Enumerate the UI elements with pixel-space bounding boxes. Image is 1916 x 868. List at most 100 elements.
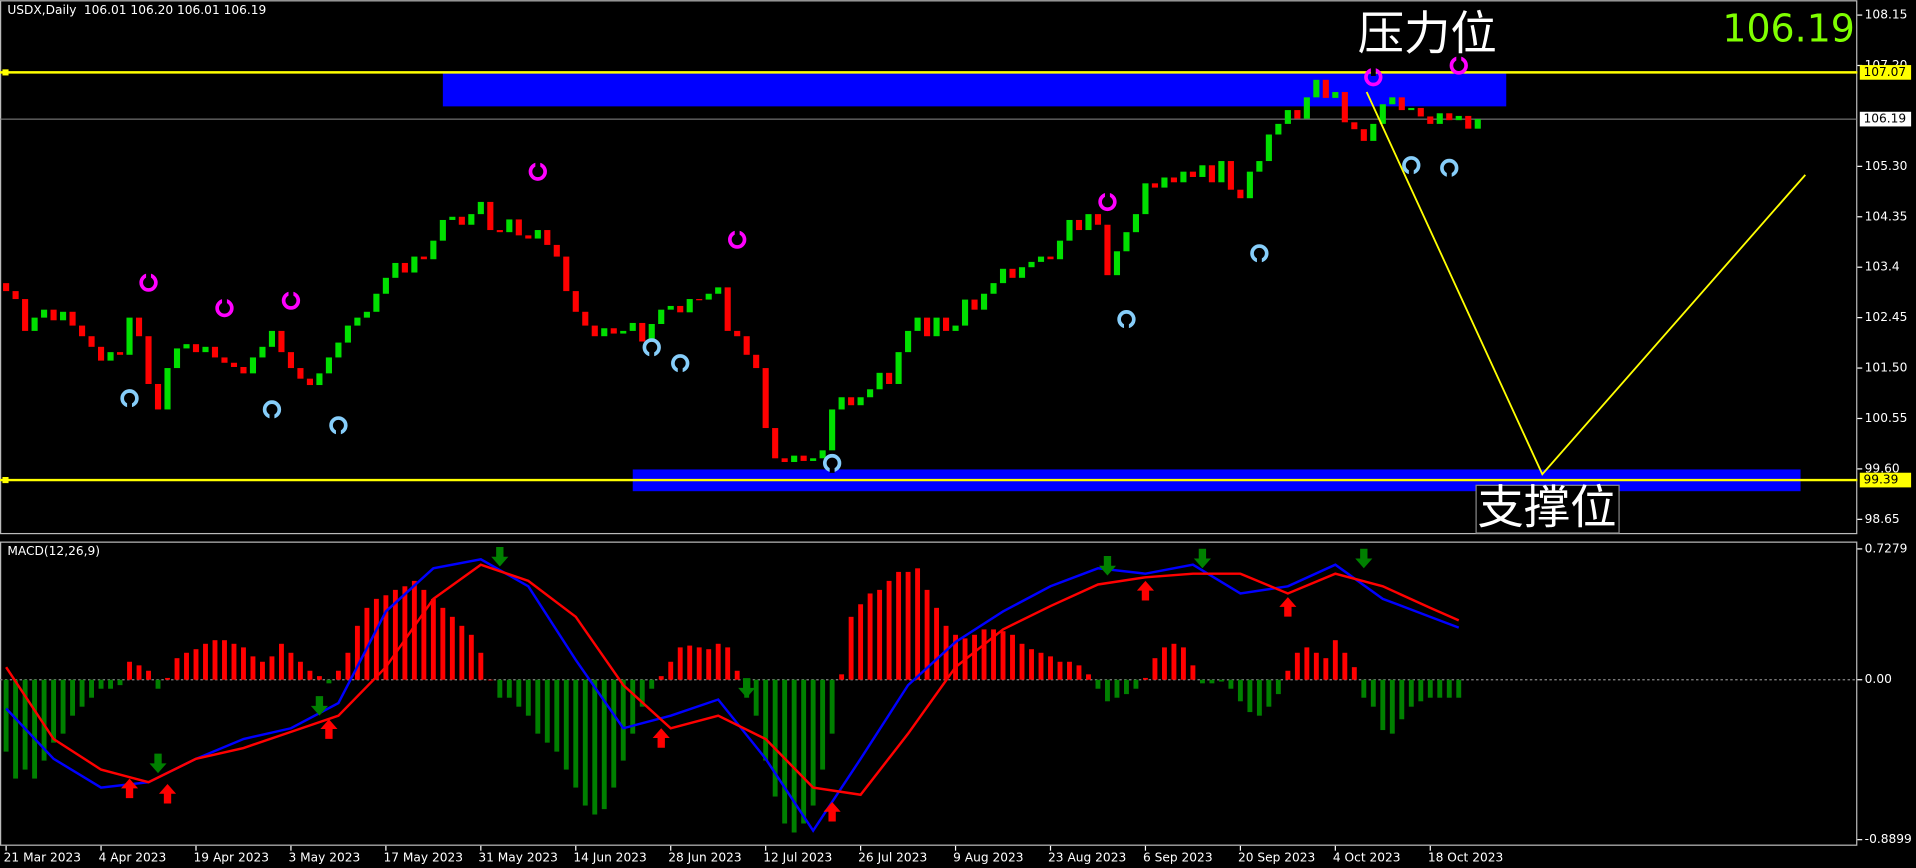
- candle: [895, 352, 902, 384]
- histogram-bar: [241, 647, 246, 680]
- candle: [202, 346, 209, 353]
- histogram-bar: [411, 580, 417, 680]
- histogram-bar: [32, 679, 38, 779]
- histogram-bar: [1067, 661, 1072, 680]
- signal-gap: [1370, 67, 1376, 76]
- candle: [876, 372, 883, 390]
- signal-gap: [649, 348, 655, 358]
- candle: [1474, 119, 1481, 129]
- histogram-bar: [421, 589, 427, 680]
- histogram-bar: [601, 679, 607, 810]
- histogram-bar: [51, 679, 57, 743]
- candle: [829, 409, 836, 451]
- histogram-bar: [706, 649, 712, 680]
- candle: [1037, 256, 1045, 262]
- histogram-bar: [1143, 677, 1148, 680]
- signal-arrow: [1193, 548, 1211, 569]
- candle: [192, 344, 200, 353]
- x-tick-label: 6 Sep 2023: [1143, 851, 1213, 865]
- candle: [306, 378, 313, 386]
- signal-arrow: [491, 546, 509, 567]
- histogram-bar: [1029, 649, 1034, 680]
- level-dot: [2, 69, 9, 76]
- histogram-bar: [231, 643, 237, 680]
- candle: [1427, 116, 1434, 124]
- candle: [449, 216, 456, 220]
- histogram-bar: [1418, 679, 1424, 702]
- candle: [173, 348, 181, 369]
- histogram-bar: [297, 661, 303, 680]
- y-tick-label: 104.35: [1865, 209, 1908, 223]
- signal-marker: [1250, 244, 1269, 264]
- histogram-bar: [335, 670, 341, 680]
- candle: [1455, 115, 1462, 121]
- candle: [658, 309, 665, 325]
- signal-marker: [139, 272, 158, 292]
- histogram-bar: [1332, 640, 1338, 680]
- histogram-bar: [839, 674, 845, 680]
- signal-gap: [1446, 169, 1452, 178]
- candle: [1256, 161, 1263, 172]
- candle: [230, 362, 238, 367]
- histogram-bar: [13, 679, 19, 779]
- histogram-bar: [696, 647, 702, 680]
- macd-line: [5, 558, 1460, 833]
- candle: [620, 330, 627, 334]
- signal-arrow: [158, 783, 177, 804]
- candle: [1379, 104, 1386, 124]
- candle: [914, 317, 921, 331]
- histogram-bar: [497, 679, 503, 698]
- candle: [420, 256, 427, 260]
- histogram-bar: [516, 679, 522, 707]
- candle: [297, 368, 304, 379]
- candle: [1123, 232, 1130, 252]
- histogram-bar: [79, 679, 85, 707]
- y-tick-label: 98.65: [1865, 512, 1900, 526]
- histogram-bar: [98, 679, 104, 689]
- candle: [734, 330, 741, 337]
- signal-gap: [677, 364, 683, 374]
- support-label-box: [1475, 484, 1620, 534]
- signal-marker: [215, 298, 234, 318]
- candle: [1332, 92, 1339, 98]
- signal-gap: [829, 464, 835, 473]
- candle: [31, 317, 38, 331]
- signal-marker: [1402, 156, 1421, 176]
- candle: [715, 287, 722, 294]
- x-tick-label: 9 Aug 2023: [953, 851, 1023, 865]
- candle: [1018, 267, 1026, 278]
- candle: [1047, 256, 1054, 260]
- candle: [1265, 134, 1272, 162]
- candle: [1151, 183, 1158, 188]
- histogram-bar: [1294, 652, 1300, 680]
- candle: [392, 262, 399, 278]
- candle: [724, 287, 731, 331]
- candle: [743, 336, 750, 355]
- candle: [382, 277, 389, 294]
- candle: [496, 230, 503, 233]
- histogram-bar: [896, 571, 902, 680]
- candle: [591, 325, 598, 337]
- histogram-bar: [573, 679, 579, 788]
- histogram-bar: [506, 679, 512, 698]
- histogram-bar: [763, 679, 769, 761]
- histogram-bar: [715, 643, 721, 680]
- histogram-bar: [117, 679, 123, 686]
- candle: [1446, 113, 1453, 121]
- candle: [116, 352, 124, 355]
- candle: [249, 357, 257, 374]
- histogram-bar: [1000, 631, 1006, 680]
- histogram-bar: [734, 670, 740, 680]
- signal-gap: [288, 290, 294, 300]
- histogram-bar: [1190, 665, 1196, 680]
- histogram-bar: [829, 679, 835, 734]
- level-tag-label: 107.07: [1863, 65, 1906, 79]
- candle: [287, 352, 294, 369]
- candle: [325, 357, 332, 374]
- candle: [458, 216, 465, 225]
- candle: [154, 383, 162, 410]
- signal-arrow: [1136, 580, 1154, 601]
- histogram-bar: [155, 679, 161, 689]
- candle: [525, 235, 532, 239]
